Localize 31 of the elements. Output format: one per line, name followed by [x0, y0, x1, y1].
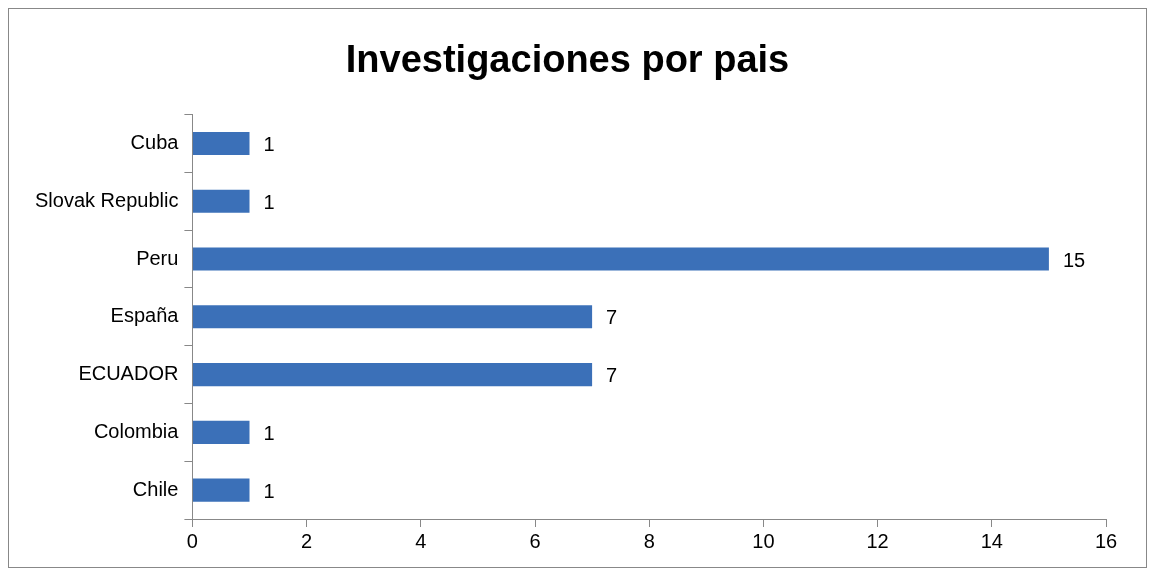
y-tick-label: Cuba [130, 131, 180, 153]
data-label: 1 [263, 479, 275, 502]
data-label: 7 [606, 364, 618, 387]
bar [192, 247, 1049, 271]
x-tick-label: 4 [415, 529, 427, 552]
data-label: 1 [263, 133, 275, 155]
x-tick-label: 6 [529, 529, 541, 552]
y-tick-label: Peru [136, 246, 179, 269]
bar [192, 131, 250, 156]
chart-title: Investigaciones por pais [345, 38, 790, 81]
data-label: 1 [263, 421, 275, 444]
x-tick-label: 8 [643, 529, 655, 552]
x-tick-label: 10 [752, 529, 775, 552]
data-label: 7 [606, 306, 618, 329]
y-tick-label: Slovak Republic [34, 188, 179, 211]
bar [192, 478, 250, 502]
data-label: 1 [263, 190, 275, 213]
bar [192, 189, 250, 213]
x-tick-label: 0 [186, 529, 198, 552]
data-label: 15 [1062, 248, 1086, 271]
bar [192, 363, 593, 387]
y-tick-label: Colombia [93, 419, 180, 442]
bar [192, 420, 250, 444]
x-tick-label: 14 [980, 529, 1003, 552]
y-tick-label: ECUADOR [78, 362, 179, 385]
y-tick-label: España [110, 304, 180, 327]
y-tick-label: Chile [132, 477, 179, 500]
bar [192, 305, 593, 329]
x-tick-label: 2 [301, 529, 313, 552]
x-tick-label: 16 [1094, 529, 1118, 552]
x-tick-label: 12 [866, 529, 889, 552]
